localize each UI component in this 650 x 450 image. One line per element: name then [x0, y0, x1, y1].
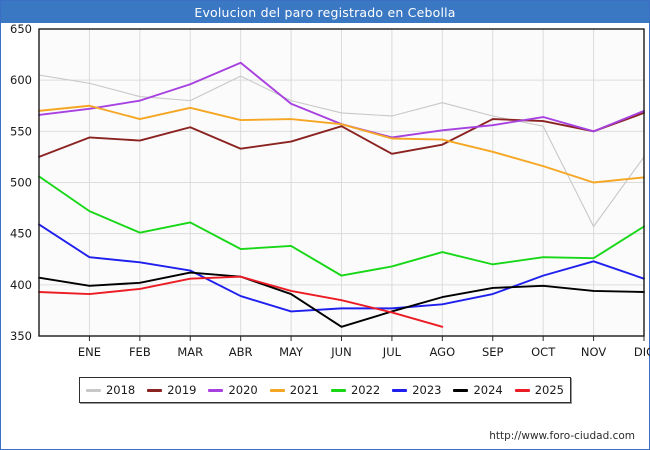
line-chart-svg: 350 400 450 500 550 600 650 ENE FEB MAR ABR MAY JUN J…: [10, 23, 650, 359]
x-tick-label-FEB: FEB: [129, 345, 151, 359]
legend-item-2020[interactable]: 2020: [208, 383, 258, 397]
y-tick-label-500: 500: [10, 176, 32, 190]
y-tick-label-400: 400: [10, 278, 32, 292]
x-tick-label-ENE: ENE: [78, 345, 101, 359]
x-tick-label-AGO: AGO: [430, 345, 456, 359]
plot-border: [38, 28, 645, 337]
legend-swatch-2025: [514, 388, 530, 392]
legend-label-2025: 2025: [534, 383, 565, 397]
legend-label-2021: 2021: [289, 383, 320, 397]
y-tick-label-450: 450: [10, 227, 32, 241]
legend-item-2024[interactable]: 2024: [453, 383, 503, 397]
series-line-2021[interactable]: [38, 104, 645, 184]
x-tick-label-JUL: JUL: [382, 345, 402, 359]
series-line-2018[interactable]: [38, 74, 645, 228]
chart-legend: 2018 2019 2020 2021 2022 2023 2024 2025: [79, 377, 571, 403]
legend-item-2022[interactable]: 2022: [330, 383, 381, 397]
legend-label-2019: 2019: [167, 383, 197, 397]
legend-label-2020: 2020: [228, 383, 258, 397]
x-tick-label-OCT: OCT: [531, 345, 556, 359]
legend-swatch-2018: [85, 388, 101, 392]
series-line-2025[interactable]: [38, 275, 444, 328]
legend-swatch-2022: [330, 388, 346, 392]
legend-item-2023[interactable]: 2023: [392, 383, 442, 397]
source-attribution: http://www.foro-ciudad.com: [489, 430, 635, 442]
series-line-2023[interactable]: [38, 223, 645, 313]
window-title-bar: Evolucion del paro registrado en Cebolla: [1, 1, 649, 23]
series-line-2024[interactable]: [38, 271, 645, 328]
y-tick-label-600: 600: [10, 73, 32, 87]
legend-item-2019[interactable]: 2019: [147, 383, 197, 397]
page-title: Evolucion del paro registrado en Cebolla: [194, 4, 456, 20]
x-tick-label-NOV: NOV: [581, 345, 606, 359]
series-line-2022[interactable]: [38, 175, 645, 277]
legend-swatch-2020: [208, 388, 224, 392]
x-tick-label-DIC: DIC: [634, 345, 650, 359]
legend-label-2024: 2024: [473, 383, 503, 397]
y-tick-label-550: 550: [10, 124, 32, 138]
legend-swatch-2023: [392, 388, 408, 392]
x-tick-label-JUN: JUN: [330, 345, 351, 359]
legend-swatch-2021: [269, 388, 285, 392]
chart-area: 350 400 450 500 550 600 650 ENE FEB MAR ABR MAY JUN J…: [1, 23, 650, 363]
y-tick-label-350: 350: [10, 329, 32, 343]
y-tick-label-650: 650: [10, 23, 32, 36]
legend-label-2023: 2023: [412, 383, 442, 397]
legend-item-2018[interactable]: 2018: [85, 383, 136, 397]
legend-swatch-2019: [147, 388, 163, 392]
legend-item-2025[interactable]: 2025: [514, 383, 565, 397]
x-tick-label-MAR: MAR: [177, 345, 203, 359]
legend-label-2018: 2018: [105, 383, 136, 397]
legend-item-2021[interactable]: 2021: [269, 383, 320, 397]
series-line-2019[interactable]: [38, 111, 645, 158]
x-tick-label-ABR: ABR: [229, 345, 253, 359]
x-tick-label-SEP: SEP: [482, 345, 504, 359]
legend-label-2022: 2022: [350, 383, 381, 397]
x-tick-label-MAY: MAY: [279, 345, 304, 359]
legend-swatch-2024: [453, 388, 469, 392]
